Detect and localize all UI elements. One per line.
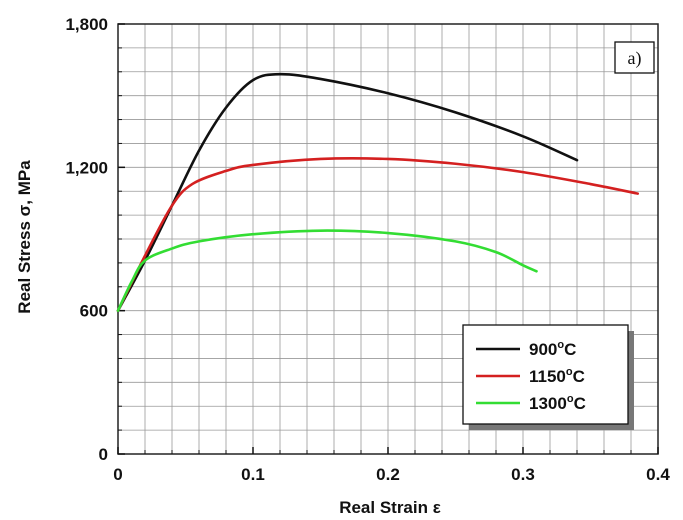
x-tick-label: 0.3 <box>511 465 535 484</box>
series-line-900 <box>116 72 579 312</box>
series-line-1150 <box>116 157 640 312</box>
x-tick-label: 0.2 <box>376 465 400 484</box>
y-tick-label: 1,200 <box>65 158 108 177</box>
axis-ticks: 0 0.1 0.2 0.3 0.4 0 600 1,200 1,800 <box>65 15 670 484</box>
panel-label-box: a) <box>614 41 655 74</box>
data-series <box>116 72 640 312</box>
legend: 900oC 1150oC 1300oC <box>462 324 634 430</box>
legend-label-900: 900oC <box>529 339 576 359</box>
y-tick-label: 0 <box>99 445 108 464</box>
x-axis-title: Real Strain ε <box>339 498 441 517</box>
y-tick-label: 600 <box>80 302 108 321</box>
legend-label-1150: 1150oC <box>529 366 585 386</box>
x-tick-label: 0.1 <box>241 465 265 484</box>
panel-label: a) <box>628 48 642 69</box>
legend-label-1300: 1300oC <box>529 393 586 413</box>
y-tick-label: 1,800 <box>65 15 108 34</box>
x-tick-label: 0.4 <box>646 465 670 484</box>
x-tick-label: 0 <box>113 465 122 484</box>
series-line-1300 <box>116 229 538 312</box>
y-axis-title: Real Stress σ, MPa <box>15 160 34 314</box>
